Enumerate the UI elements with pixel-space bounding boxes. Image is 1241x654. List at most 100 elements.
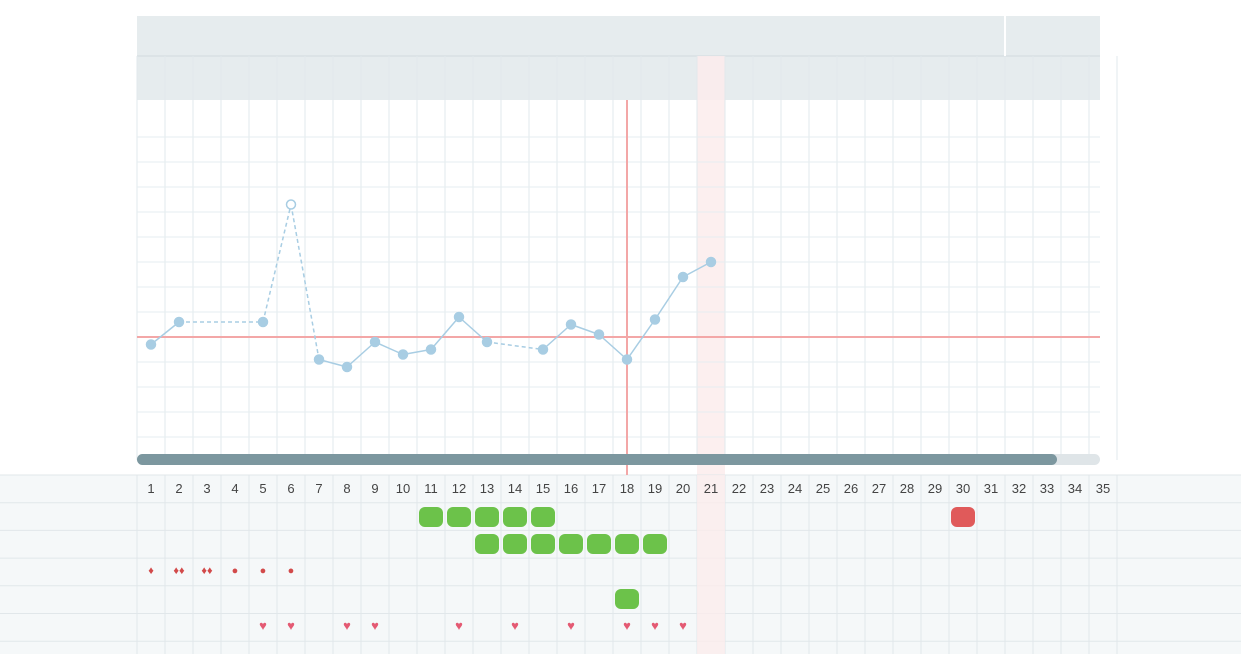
temperature-point[interactable] [285, 199, 297, 210]
mucus-fertile-mark [643, 534, 667, 554]
cycle-day-number[interactable]: 1 [147, 481, 155, 496]
cycle-day-number[interactable]: 14 [507, 481, 523, 496]
cycle-day-number[interactable]: 17 [591, 481, 607, 496]
cycle-day-number[interactable]: 21 [703, 481, 719, 496]
cycle-day-number[interactable]: 24 [787, 481, 803, 496]
intercourse-heart-icon: ♥ [343, 618, 351, 633]
cycle-day-number[interactable]: 3 [203, 481, 211, 496]
cervix-fertile-mark [615, 589, 639, 609]
cycle-day-number[interactable]: 31 [983, 481, 999, 496]
menstruation-marker: ● [287, 565, 295, 577]
temperature-point[interactable] [257, 316, 269, 328]
highlight-day-row-column [697, 475, 725, 654]
menstruation-marker: ♦♦ [173, 565, 185, 577]
cycle-day-number[interactable]: 20 [675, 481, 691, 496]
temperature-point[interactable] [705, 256, 717, 268]
temperature-segment [654, 276, 684, 320]
cycle-day-number[interactable]: 8 [343, 481, 351, 496]
cycle-day-number[interactable]: 9 [371, 481, 379, 496]
cycle-day-number[interactable]: 22 [731, 481, 747, 496]
temperature-segment [430, 316, 460, 350]
mucus-fertile-mark [559, 534, 583, 554]
cycle-day-number[interactable]: 34 [1067, 481, 1083, 496]
mucus-fertile-mark [503, 534, 527, 554]
cycle-day-number[interactable]: 10 [395, 481, 411, 496]
statistic-fertile-mark [447, 507, 471, 527]
intercourse-heart-icon: ♥ [651, 618, 659, 633]
cycle-day-number[interactable]: 5 [259, 481, 267, 496]
cycle-day-number[interactable]: 30 [955, 481, 971, 496]
statistic-period-mark [951, 507, 975, 527]
mucus-fertile-mark [615, 534, 639, 554]
month-label-may [137, 16, 1005, 56]
temperature-segment [150, 321, 180, 346]
cycle-day-number[interactable]: 2 [175, 481, 183, 496]
temperature-segment [598, 333, 628, 361]
cycle-day-number[interactable]: 32 [1011, 481, 1027, 496]
temperature-point[interactable] [649, 314, 661, 325]
temperature-point[interactable] [621, 354, 633, 365]
intercourse-heart-icon: ♥ [455, 618, 463, 633]
cycle-day-number[interactable]: 27 [871, 481, 887, 496]
mucus-fertile-mark [531, 534, 555, 554]
temperature-segment [626, 319, 656, 360]
intercourse-heart-icon: ♥ [511, 618, 519, 633]
temperature-point[interactable] [481, 336, 493, 348]
cycle-day-number[interactable]: 16 [563, 481, 579, 496]
temperature-point[interactable] [425, 344, 437, 355]
scrollbar-thumb[interactable] [137, 454, 1057, 465]
cycle-day-number[interactable]: 7 [315, 481, 323, 496]
cycle-day-number[interactable]: 26 [843, 481, 859, 496]
temperature-point[interactable] [537, 344, 549, 355]
menstruation-marker: ♦ [148, 565, 154, 577]
temperature-point[interactable] [341, 361, 353, 373]
intercourse-heart-icon: ♥ [679, 618, 687, 633]
temperature-point[interactable] [453, 311, 465, 323]
statistic-fertile-mark [503, 507, 527, 527]
cycle-day-number[interactable]: 4 [231, 481, 239, 496]
month-label-june [1005, 16, 1100, 56]
temperature-point[interactable] [145, 339, 157, 350]
cycle-day-number[interactable]: 6 [287, 481, 295, 496]
cycle-day-number[interactable]: 19 [647, 481, 663, 496]
cycle-day-number[interactable]: 18 [619, 481, 635, 496]
temperature-point[interactable] [565, 319, 577, 330]
cycle-day-number[interactable]: 25 [815, 481, 831, 496]
intercourse-heart-icon: ♥ [567, 618, 575, 633]
temperature-point[interactable] [593, 329, 605, 340]
mucus-fertile-mark [587, 534, 611, 554]
temperature-segment [458, 316, 488, 343]
temperature-segment [486, 341, 544, 351]
temperature-segment [682, 261, 712, 278]
cycle-day-number[interactable]: 13 [479, 481, 495, 496]
intercourse-heart-icon: ♥ [259, 618, 267, 633]
statistic-fertile-mark [475, 507, 499, 527]
menstruation-marker: ● [231, 565, 239, 577]
rows-background [0, 475, 1241, 654]
cycle-day-number[interactable]: 11 [424, 481, 438, 496]
mucus-fertile-mark [475, 534, 499, 554]
temperature-segment [290, 204, 320, 360]
temperature-point[interactable] [677, 271, 689, 283]
temperature-segment [542, 323, 572, 351]
temperature-point[interactable] [173, 316, 185, 328]
header-band [137, 16, 1100, 100]
plot-area [137, 100, 1100, 460]
intercourse-heart-icon: ♥ [371, 618, 379, 633]
cycle-day-number[interactable]: 33 [1039, 481, 1055, 496]
temperature-point[interactable] [313, 354, 325, 365]
temperature-point[interactable] [369, 336, 381, 348]
statistic-fertile-mark [531, 507, 555, 527]
intercourse-heart-icon: ♥ [623, 618, 631, 633]
temperature-segment [346, 341, 376, 368]
intercourse-heart-icon: ♥ [287, 618, 295, 633]
cycle-day-number[interactable]: 29 [927, 481, 943, 496]
cycle-day-number[interactable]: 15 [535, 481, 551, 496]
cycle-day-number[interactable]: 28 [899, 481, 915, 496]
cycle-day-number[interactable]: 12 [451, 481, 467, 496]
menstruation-marker: ♦♦ [201, 565, 213, 577]
temperature-point[interactable] [397, 349, 409, 360]
cycle-day-number[interactable]: 23 [759, 481, 775, 496]
cycle-day-number[interactable]: 35 [1095, 481, 1111, 496]
